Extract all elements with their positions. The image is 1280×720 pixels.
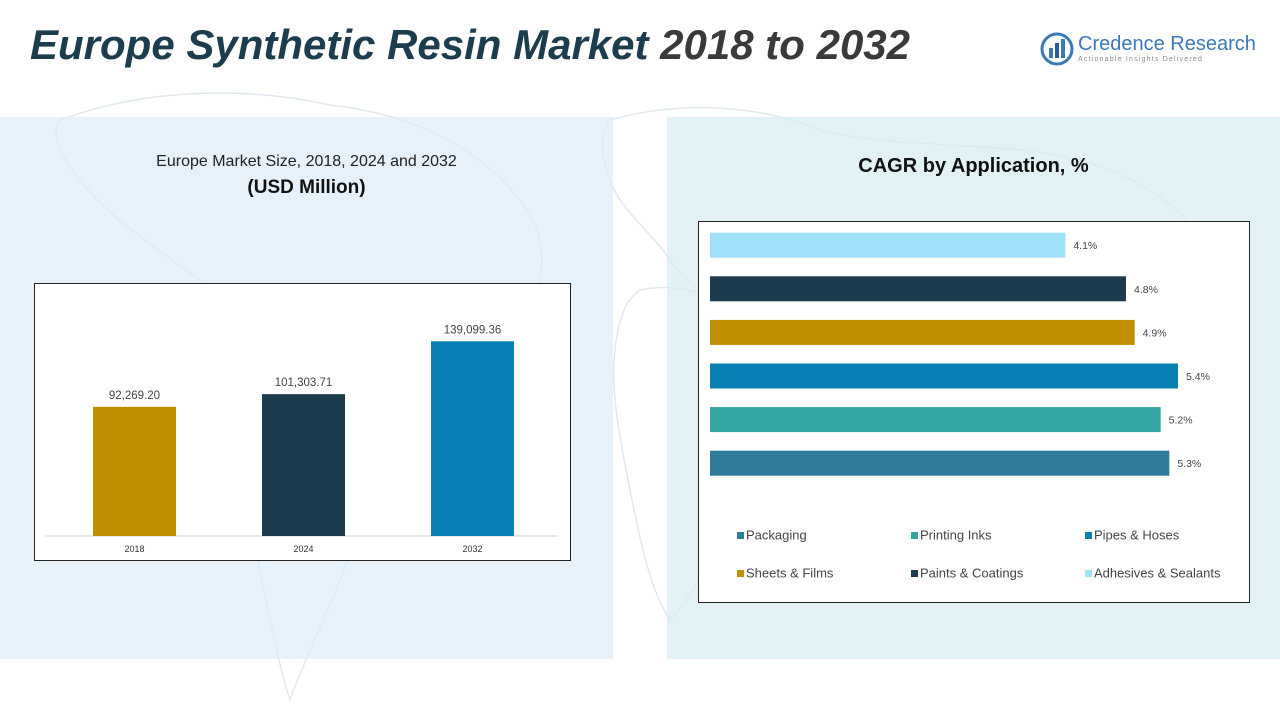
legend-swatch-adhesives-and-sealants xyxy=(1085,570,1092,577)
hbar-packaging xyxy=(710,450,1170,476)
market-size-chart-svg: 92,269.20 2018 101,303.71 2024 139,099.36 203… xyxy=(45,324,558,554)
hbar-sheets-and-films xyxy=(710,319,1135,345)
legend-swatch-sheets-and-films xyxy=(737,570,744,577)
data-label-sheets-and-films: 4.9% xyxy=(1143,327,1167,339)
data-label-2032: 139,099.36 xyxy=(444,324,502,336)
legend-label-printing-inks: Printing Inks xyxy=(920,528,992,543)
hbar-adhesives-and-sealants xyxy=(710,232,1066,258)
market-size-chart-subtitle: (USD Million) xyxy=(247,177,366,198)
cagr-chart-title: CAGR by Application, % xyxy=(858,155,1089,177)
data-label-printing-inks: 5.2% xyxy=(1169,415,1193,427)
legend-label-packaging: Packaging xyxy=(746,528,807,543)
page-title-main: Europe Synthetic Resin Market xyxy=(30,21,649,68)
data-label-adhesives-and-sealants: 4.1% xyxy=(1073,240,1097,252)
hbar-paints-and-coatings xyxy=(710,276,1126,302)
legend-swatch-printing-inks xyxy=(911,532,918,539)
legend-item-adhesives-and-sealants: Adhesives & Sealants xyxy=(1085,566,1221,581)
legend-item-printing-inks: Printing Inks xyxy=(911,528,992,543)
legend-swatch-packaging xyxy=(737,532,744,539)
data-label-pipes-and-hoses: 5.4% xyxy=(1186,371,1210,383)
bar-2032 xyxy=(431,341,514,536)
market-size-chart: 92,269.20 2018 101,303.71 2024 139,099.36 203… xyxy=(34,283,571,561)
legend-swatch-paints-and-coatings xyxy=(911,570,918,577)
legend-label-adhesives-and-sealants: Adhesives & Sealants xyxy=(1094,566,1221,581)
x-tick-2018: 2018 xyxy=(124,544,144,554)
legend-item-packaging: Packaging xyxy=(737,528,807,543)
hbar-pipes-and-hoses xyxy=(710,363,1178,389)
x-tick-2032: 2032 xyxy=(462,544,482,554)
data-label-2018: 92,269.20 xyxy=(109,390,160,402)
legend-label-pipes-and-hoses: Pipes & Hoses xyxy=(1094,528,1180,543)
cagr-chart: 5.3% 5.2% 5.4% 4.9% 4.8% 4.1% Packaging Printin… xyxy=(698,221,1250,603)
legend-label-sheets-and-films: Sheets & Films xyxy=(746,566,834,581)
legend-item-paints-and-coatings: Paints & Coatings xyxy=(911,566,1024,581)
data-label-paints-and-coatings: 4.8% xyxy=(1134,284,1158,296)
data-label-packaging: 5.3% xyxy=(1177,458,1201,470)
data-label-2024: 101,303.71 xyxy=(275,377,333,389)
market-size-chart-title: Europe Market Size, 2018, 2024 and 2032 xyxy=(156,153,457,170)
logo-mark-icon xyxy=(1040,32,1074,66)
bar-2018 xyxy=(93,406,176,536)
credence-research-logo[interactable]: Credence Research Actionable Insights De… xyxy=(1040,30,1270,70)
legend-swatch-pipes-and-hoses xyxy=(1085,532,1092,539)
page-title-years: 2018 to 2032 xyxy=(660,21,911,68)
logo-tagline: Actionable Insights Delivered xyxy=(1078,56,1204,63)
legend-item-sheets-and-films: Sheets & Films xyxy=(737,566,834,581)
legend-label-paints-and-coatings: Paints & Coatings xyxy=(920,566,1024,581)
hbar-printing-inks xyxy=(710,407,1161,433)
logo-name: Credence Research xyxy=(1078,33,1256,55)
cagr-chart-svg: 5.3% 5.2% 5.4% 4.9% 4.8% 4.1% Packaging Printin… xyxy=(710,232,1221,581)
legend-item-pipes-and-hoses: Pipes & Hoses xyxy=(1085,528,1180,543)
bar-2024 xyxy=(262,394,345,536)
x-tick-2024: 2024 xyxy=(293,544,313,554)
page-title: Europe Synthetic Resin Market 2018 to 20… xyxy=(30,18,910,72)
